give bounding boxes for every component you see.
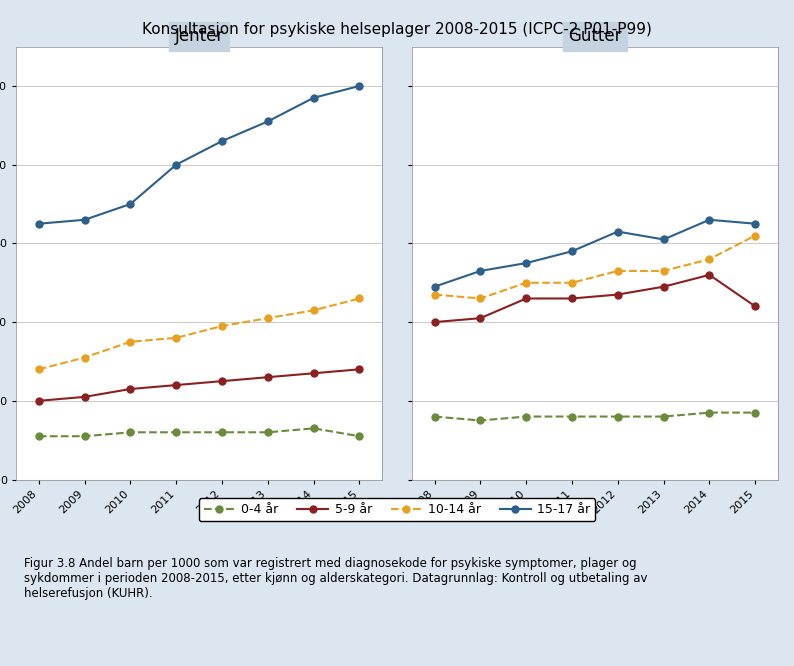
Title: Jenter: Jenter (175, 27, 224, 45)
Text: Konsultasjon for psykiske helseplager 2008-2015 (ICPC-2 P01-P99): Konsultasjon for psykiske helseplager 20… (142, 23, 652, 37)
Text: Figur 3.8 Andel barn per 1000 som var registrert med diagnosekode for psykiske s: Figur 3.8 Andel barn per 1000 som var re… (24, 557, 647, 600)
Title: Gutter: Gutter (569, 27, 622, 45)
Legend: 0-4 år, 5-9 år, 10-14 år, 15-17 år: 0-4 år, 5-9 år, 10-14 år, 15-17 år (198, 498, 596, 521)
